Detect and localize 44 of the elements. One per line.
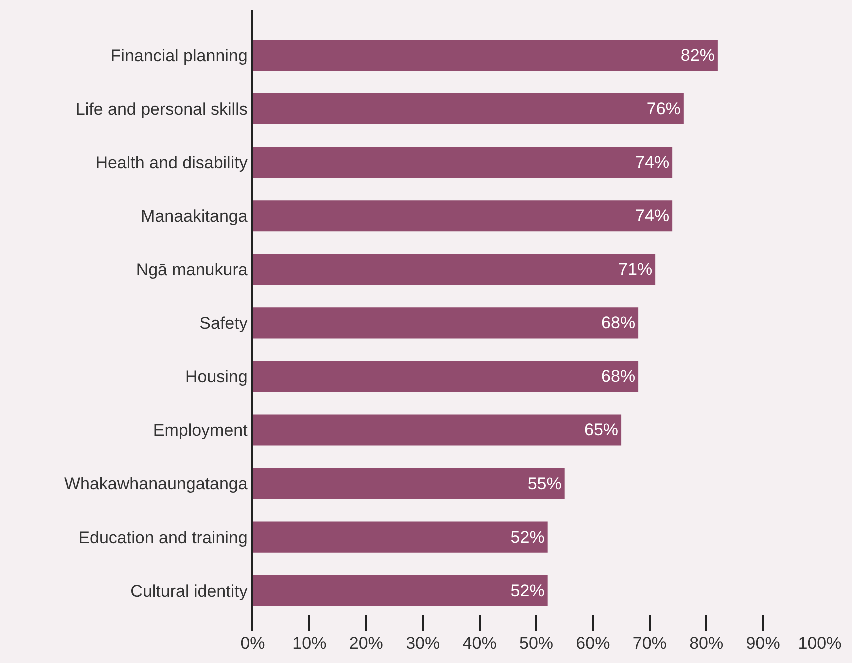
data-label: 74% [636, 206, 670, 226]
bar [253, 522, 548, 553]
bar [253, 468, 565, 500]
y-tick-label: Employment [153, 421, 248, 440]
bar [253, 361, 639, 392]
bar [253, 94, 684, 125]
data-label: 55% [528, 474, 562, 494]
x-tick-label: 60% [576, 634, 610, 653]
bar [253, 414, 622, 446]
y-tick-label: Health and disability [96, 154, 248, 173]
data-label: 68% [602, 367, 636, 386]
data-label: 52% [510, 581, 545, 600]
x-tick-label: 90% [746, 634, 780, 653]
data-label: 76% [646, 100, 681, 119]
y-tick-label: Education and training [78, 528, 248, 548]
x-tick-label: 100% [798, 634, 842, 653]
y-tick-label: Financial planning [110, 46, 248, 66]
x-tick-label: 20% [349, 634, 384, 653]
data-label: 71% [618, 260, 653, 280]
y-tick-label: Cultural identity [130, 582, 248, 601]
data-label: 82% [680, 46, 715, 66]
bar [253, 308, 639, 339]
data-label: 65% [584, 420, 619, 440]
y-tick-label: Whakawhanaungatanga [64, 474, 248, 494]
bar [253, 147, 673, 178]
bar [253, 254, 656, 286]
bar [253, 575, 548, 606]
x-tick-label: 70% [632, 634, 667, 653]
y-tick-label: Housing [185, 368, 248, 387]
y-tick-label: Safety [200, 314, 248, 334]
y-tick-label: Life and personal skills [76, 100, 248, 119]
data-label: 68% [602, 314, 636, 333]
x-tick-label: 30% [406, 634, 440, 653]
y-tick-label: Ngā manukura [136, 260, 248, 280]
x-tick-label: 80% [690, 634, 724, 653]
y-tick-label: Manaakitanga [141, 207, 248, 226]
x-tick-label: 0% [240, 634, 266, 653]
x-tick-label: 50% [519, 634, 554, 653]
data-label: 52% [510, 528, 545, 547]
x-tick-label: 10% [292, 634, 327, 653]
data-label: 74% [636, 153, 670, 172]
x-tick-label: 40% [462, 634, 497, 653]
bar [253, 200, 673, 232]
bar [253, 40, 718, 72]
